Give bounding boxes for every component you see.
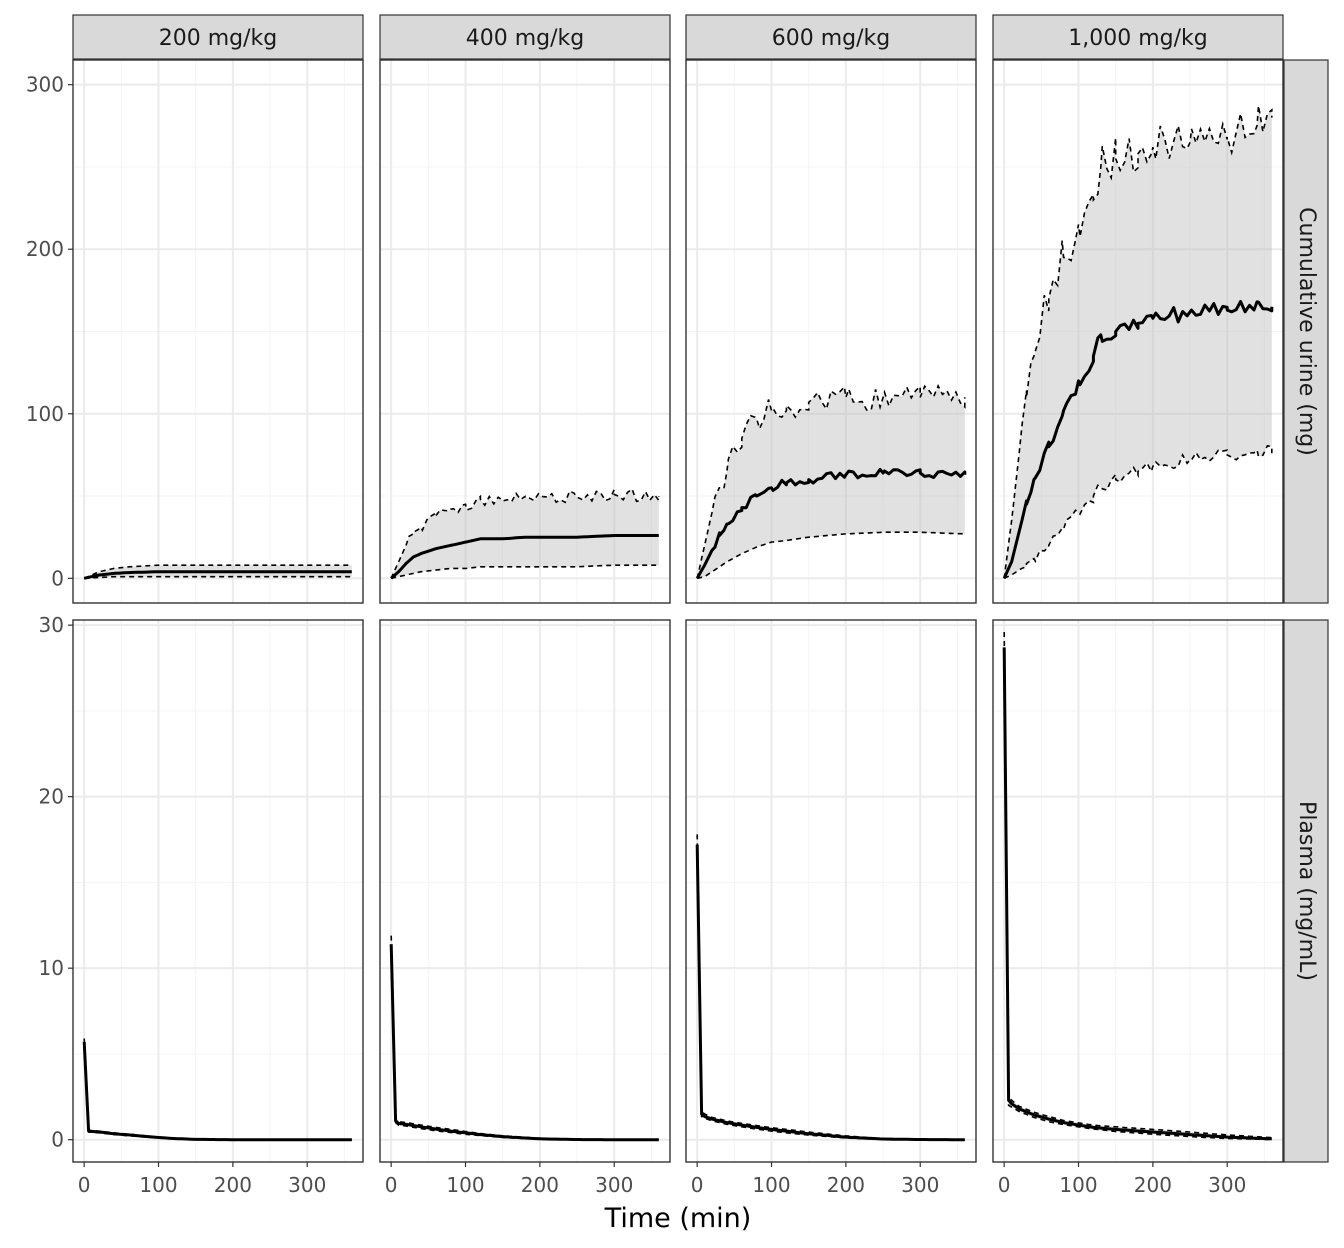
facet-strip-label: 600 mg/kg xyxy=(772,26,891,51)
facet-strip-column xyxy=(379,14,671,60)
panel-background xyxy=(73,620,363,1162)
x-tick-label: 200 xyxy=(827,1173,865,1197)
lower-bound-line xyxy=(697,531,965,580)
x-tick-label: 300 xyxy=(595,1173,633,1197)
panel-border xyxy=(992,59,1284,604)
x-tick-label: 0 xyxy=(78,1173,91,1197)
x-tick-label: 200 xyxy=(1134,1173,1172,1197)
panel-border xyxy=(379,59,671,604)
ci-band xyxy=(391,489,659,579)
upper-bound-line xyxy=(390,487,660,579)
facet-strip-column xyxy=(72,14,364,60)
y-tick-label: 30 xyxy=(39,613,64,637)
y-tick-label: 200 xyxy=(26,237,64,261)
facet-strip-label: 200 mg/kg xyxy=(159,26,278,51)
x-tick-label: 200 xyxy=(521,1173,559,1197)
panel: 0 100 200 300 xyxy=(379,619,671,1197)
x-tick-label: 100 xyxy=(1059,1173,1097,1197)
x-tick-label: 300 xyxy=(901,1173,939,1197)
median-line xyxy=(695,467,967,580)
panel-border xyxy=(685,619,977,1163)
panel xyxy=(379,59,671,604)
x-tick-label: 200 xyxy=(214,1173,252,1197)
panels-layer: 200 mg/kg 400 mg/kg 600 mg/kg 1,000 mg/kg Cu… xyxy=(26,14,1329,1197)
panel: 0 100 200 300 xyxy=(992,619,1284,1197)
facet-strip-row-label: Cumulative urine (mg) xyxy=(1294,207,1319,456)
facet-strip-row xyxy=(1283,619,1329,1163)
panel-border xyxy=(685,59,977,604)
facet-strip-label: 1,000 mg/kg xyxy=(1068,26,1208,51)
median-line xyxy=(389,944,659,1142)
panel-border xyxy=(72,619,364,1163)
median-line xyxy=(82,1041,352,1142)
x-tick-label: 0 xyxy=(691,1173,704,1197)
upper-bound-line xyxy=(1003,631,1272,1139)
y-tick-label: 0 xyxy=(51,1128,64,1152)
median-line xyxy=(390,534,659,580)
median-line xyxy=(1002,647,1272,1141)
panel: 0 100 200 300 xyxy=(685,619,977,1197)
y-tick-label: 20 xyxy=(39,785,64,809)
facet-strip-column xyxy=(685,14,977,60)
x-tick-label: 300 xyxy=(1208,1173,1246,1197)
y-tick-label: 300 xyxy=(26,73,64,97)
median-line xyxy=(83,570,352,580)
x-tick-label: 0 xyxy=(998,1173,1011,1197)
x-tick-label: 100 xyxy=(446,1173,484,1197)
facet-strip-row xyxy=(1283,59,1329,604)
x-tick-label: 0 xyxy=(385,1173,398,1197)
y-tick-label: 10 xyxy=(39,956,64,980)
median-line xyxy=(695,844,965,1142)
x-tick-label: 100 xyxy=(752,1173,790,1197)
x-tick-label: 100 xyxy=(139,1173,177,1197)
panel: 0 100 200 300 xyxy=(26,59,364,604)
y-tick-label: 100 xyxy=(26,402,64,426)
upper-bound-line xyxy=(1003,105,1273,579)
ci-band xyxy=(697,385,965,579)
panel-border xyxy=(992,619,1284,1163)
lower-bound-line xyxy=(391,564,659,580)
x-tick-label: 300 xyxy=(288,1173,326,1197)
facet-strip-column xyxy=(992,14,1284,60)
panel-background xyxy=(686,620,976,1162)
median-line xyxy=(1002,300,1274,579)
panel-border xyxy=(379,619,671,1163)
panel-border xyxy=(72,59,364,604)
panel-background xyxy=(993,620,1283,1162)
y-tick-label: 0 xyxy=(51,566,64,590)
upper-bound-line xyxy=(696,384,966,579)
lower-bound-line xyxy=(84,575,352,580)
panel xyxy=(992,59,1284,604)
x-axis-title: Time (min) xyxy=(604,1203,752,1234)
panel-background xyxy=(380,620,670,1162)
panel xyxy=(685,59,977,604)
facet-strip-row-label: Plasma (mg/mL) xyxy=(1294,801,1319,981)
facet-strip-label: 400 mg/kg xyxy=(466,26,585,51)
ci-band xyxy=(1004,105,1272,579)
lower-bound-line xyxy=(1003,444,1273,580)
